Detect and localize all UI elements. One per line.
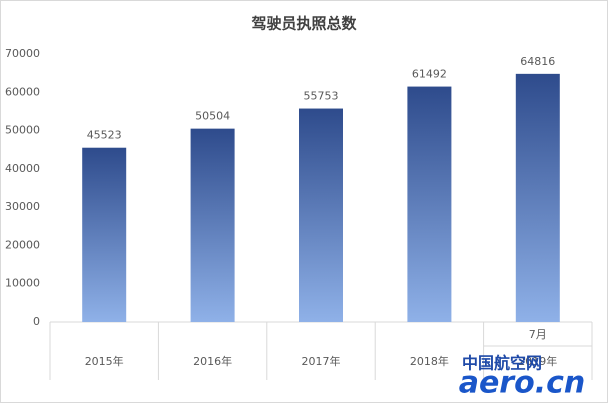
bar bbox=[82, 147, 127, 322]
bar bbox=[190, 128, 235, 322]
watermark-cn: 中国航空网 bbox=[462, 354, 542, 373]
bar bbox=[407, 86, 452, 322]
y-tick-label: 0 bbox=[33, 315, 40, 328]
x-tick-label: 2017年 bbox=[302, 354, 341, 368]
y-tick-label: 10000 bbox=[5, 277, 40, 290]
value-label: 45523 bbox=[87, 129, 122, 142]
x-tick-label: 2019年 bbox=[518, 354, 557, 368]
chart-title: 驾驶员执照总数 bbox=[251, 15, 357, 33]
value-label: 50504 bbox=[195, 110, 230, 123]
bar bbox=[515, 73, 560, 322]
bar bbox=[299, 108, 343, 322]
watermark-en: aero.cn bbox=[459, 366, 586, 401]
x-tick-label: 2015年 bbox=[85, 354, 124, 368]
y-tick-label: 30000 bbox=[5, 200, 40, 213]
y-tick-label: 20000 bbox=[5, 238, 40, 251]
y-tick-label: 60000 bbox=[5, 85, 40, 98]
y-tick-label: 40000 bbox=[5, 162, 40, 175]
x-tick-label: 2018年 bbox=[410, 354, 449, 368]
value-label: 61492 bbox=[412, 68, 447, 81]
x-tick-label: 2016年 bbox=[193, 354, 232, 368]
y-tick-label: 50000 bbox=[5, 124, 40, 137]
value-label: 64816 bbox=[520, 55, 555, 68]
y-tick-label: 70000 bbox=[5, 47, 40, 60]
value-label: 55753 bbox=[304, 90, 339, 103]
x-sub-label: 7月 bbox=[529, 328, 547, 341]
